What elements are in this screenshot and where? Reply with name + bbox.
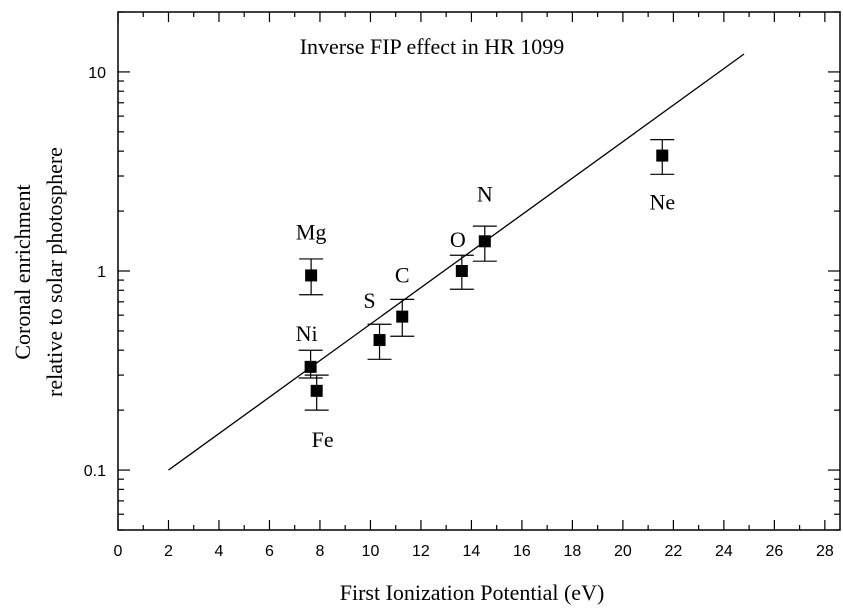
data-point <box>310 384 323 397</box>
x-tick-label: 8 <box>316 543 325 560</box>
chart-title: Inverse FIP effect in HR 1099 <box>300 34 565 59</box>
point-label: Ni <box>296 321 318 346</box>
x-tick-label: 18 <box>564 543 582 560</box>
point-label: N <box>477 181 493 206</box>
x-tick-label: 26 <box>765 543 783 560</box>
x-tick-label: 28 <box>816 543 834 560</box>
data-point <box>656 149 669 162</box>
data-point <box>455 265 468 277</box>
point-label: S <box>363 288 375 313</box>
y-tick-label: 10 <box>88 65 106 82</box>
x-tick-label: 0 <box>114 543 123 560</box>
data-point <box>373 334 386 347</box>
x-tick-label: 12 <box>412 543 430 560</box>
x-tick-label: 14 <box>463 543 481 560</box>
x-tick-label: 16 <box>513 543 531 560</box>
point-label: Ne <box>649 190 675 215</box>
point-label: Fe <box>312 427 334 452</box>
x-tick-label: 2 <box>164 543 173 560</box>
x-tick-label: 4 <box>215 543 224 560</box>
y-tick-label: 0.1 <box>84 463 106 480</box>
data-point <box>396 310 409 323</box>
y-axis-label: Coronal enrichment <box>10 184 35 359</box>
y-tick-label: 1 <box>97 264 106 281</box>
data-point <box>305 269 318 282</box>
x-tick-label: 20 <box>614 543 632 560</box>
x-tick-label: 24 <box>715 543 733 560</box>
plot-frame <box>117 11 841 531</box>
point-label: Mg <box>296 219 327 244</box>
x-tick-label: 6 <box>265 543 274 560</box>
point-label: O <box>450 227 466 252</box>
y-axis-label: relative to solar photosphere <box>42 147 67 397</box>
x-tick-label: 10 <box>362 543 380 560</box>
fit-line <box>168 53 745 471</box>
x-tick-label: 22 <box>664 543 682 560</box>
x-axis-label: First Ionization Potential (eV) <box>340 580 605 605</box>
point-label: C <box>395 263 410 288</box>
